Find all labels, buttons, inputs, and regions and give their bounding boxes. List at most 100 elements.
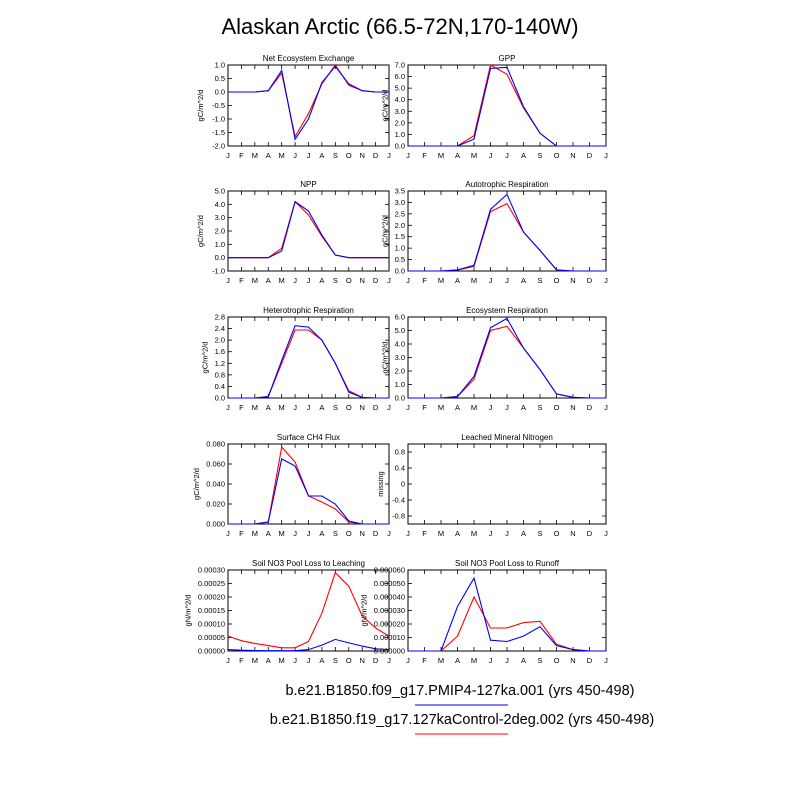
panel-title: Net Ecosystem Exchange bbox=[263, 54, 355, 63]
y-tick-label: 6.0 bbox=[395, 72, 405, 81]
x-tick-label: M bbox=[471, 529, 477, 538]
y-tick-label: 0.0 bbox=[215, 394, 225, 403]
y-tick-label: 0.0 bbox=[395, 142, 405, 151]
panel-title: Surface CH4 Flux bbox=[277, 433, 340, 442]
x-tick-label: F bbox=[422, 529, 427, 538]
x-tick-label: J bbox=[387, 529, 391, 538]
x-tick-label: D bbox=[373, 151, 379, 160]
y-axis-label: gN/m^2/d bbox=[359, 595, 368, 627]
y-axis-label: gC/m^2/d bbox=[380, 90, 389, 122]
x-tick-label: J bbox=[387, 151, 391, 160]
x-tick-label: S bbox=[333, 656, 338, 665]
x-tick-label: J bbox=[489, 276, 493, 285]
y-tick-label: 2.0 bbox=[395, 367, 405, 376]
x-tick-label: O bbox=[554, 151, 560, 160]
x-tick-label: J bbox=[226, 403, 230, 412]
x-tick-label: J bbox=[505, 276, 509, 285]
y-tick-label: 3.0 bbox=[395, 353, 405, 362]
x-tick-label: J bbox=[505, 403, 509, 412]
series-line bbox=[228, 65, 389, 141]
x-tick-label: S bbox=[537, 656, 542, 665]
x-tick-label: M bbox=[279, 151, 285, 160]
x-tick-label: J bbox=[387, 276, 391, 285]
y-tick-label: 2.0 bbox=[395, 118, 405, 127]
x-tick-label: A bbox=[266, 656, 271, 665]
x-tick-label: S bbox=[537, 529, 542, 538]
y-tick-label: 0.00000 bbox=[198, 647, 225, 656]
series-line bbox=[408, 325, 606, 399]
y-tick-label: 0.4 bbox=[215, 382, 225, 391]
y-tick-label: 5.0 bbox=[395, 326, 405, 335]
y-tick-label: -1.0 bbox=[212, 267, 225, 276]
panel-title: Ecosystem Respiration bbox=[466, 306, 548, 315]
y-tick-label: 0.080 bbox=[206, 440, 225, 449]
y-axis-label: gC/m^2/d bbox=[380, 215, 389, 247]
x-tick-label: A bbox=[455, 276, 460, 285]
y-tick-label: 1.0 bbox=[215, 61, 225, 70]
x-tick-label: D bbox=[373, 656, 379, 665]
x-tick-label: M bbox=[471, 656, 477, 665]
y-tick-label: 3.0 bbox=[215, 213, 225, 222]
x-tick-label: J bbox=[505, 529, 509, 538]
panel-title: NPP bbox=[300, 180, 316, 189]
x-tick-label: F bbox=[239, 656, 244, 665]
x-tick-label: F bbox=[422, 656, 427, 665]
x-tick-label: S bbox=[333, 276, 338, 285]
x-tick-label: M bbox=[279, 529, 285, 538]
x-tick-label: F bbox=[239, 529, 244, 538]
x-tick-label: A bbox=[319, 276, 324, 285]
x-tick-label: S bbox=[333, 403, 338, 412]
series-line bbox=[408, 193, 606, 272]
series-line bbox=[228, 445, 389, 525]
x-tick-label: A bbox=[521, 656, 526, 665]
x-tick-label: F bbox=[239, 403, 244, 412]
y-axis-label: gC/m^2/d bbox=[380, 342, 389, 374]
panel-title: Leached Mineral Nitrogen bbox=[461, 433, 553, 442]
y-tick-label: 2.5 bbox=[395, 209, 405, 218]
x-tick-label: A bbox=[266, 276, 271, 285]
y-tick-label: 3.0 bbox=[395, 107, 405, 116]
x-tick-label: M bbox=[252, 403, 258, 412]
series-line bbox=[228, 458, 389, 525]
plot-frame bbox=[407, 443, 607, 525]
y-tick-label: 0.000020 bbox=[374, 620, 405, 629]
x-tick-label: J bbox=[293, 276, 297, 285]
x-tick-label: D bbox=[373, 276, 379, 285]
y-axis-label: gC/m^2/d bbox=[192, 468, 201, 500]
y-tick-label: 0.000060 bbox=[374, 566, 405, 575]
x-tick-label: M bbox=[471, 151, 477, 160]
plot-frame bbox=[227, 190, 390, 272]
x-tick-label: N bbox=[570, 656, 575, 665]
x-tick-label: J bbox=[293, 656, 297, 665]
y-tick-label: -1.0 bbox=[212, 115, 225, 124]
y-tick-label: 0.00005 bbox=[198, 633, 225, 642]
x-tick-label: M bbox=[438, 403, 444, 412]
y-tick-label: 1.5 bbox=[395, 232, 405, 241]
series-line bbox=[228, 64, 389, 139]
series-line bbox=[408, 576, 606, 652]
x-tick-label: O bbox=[554, 529, 560, 538]
x-tick-label: N bbox=[570, 529, 575, 538]
y-tick-label: 0.060 bbox=[206, 460, 225, 469]
y-tick-label: -0.5 bbox=[212, 101, 225, 110]
x-tick-label: D bbox=[587, 403, 593, 412]
x-tick-label: M bbox=[471, 276, 477, 285]
x-tick-label: M bbox=[438, 529, 444, 538]
x-tick-label: J bbox=[226, 151, 230, 160]
x-tick-label: A bbox=[319, 529, 324, 538]
x-tick-label: J bbox=[307, 656, 311, 665]
x-tick-label: J bbox=[604, 151, 608, 160]
x-tick-label: A bbox=[266, 529, 271, 538]
plot-frame bbox=[407, 316, 607, 399]
x-tick-label: D bbox=[587, 151, 593, 160]
x-tick-label: O bbox=[554, 276, 560, 285]
x-tick-label: F bbox=[422, 403, 427, 412]
x-tick-label: A bbox=[455, 529, 460, 538]
